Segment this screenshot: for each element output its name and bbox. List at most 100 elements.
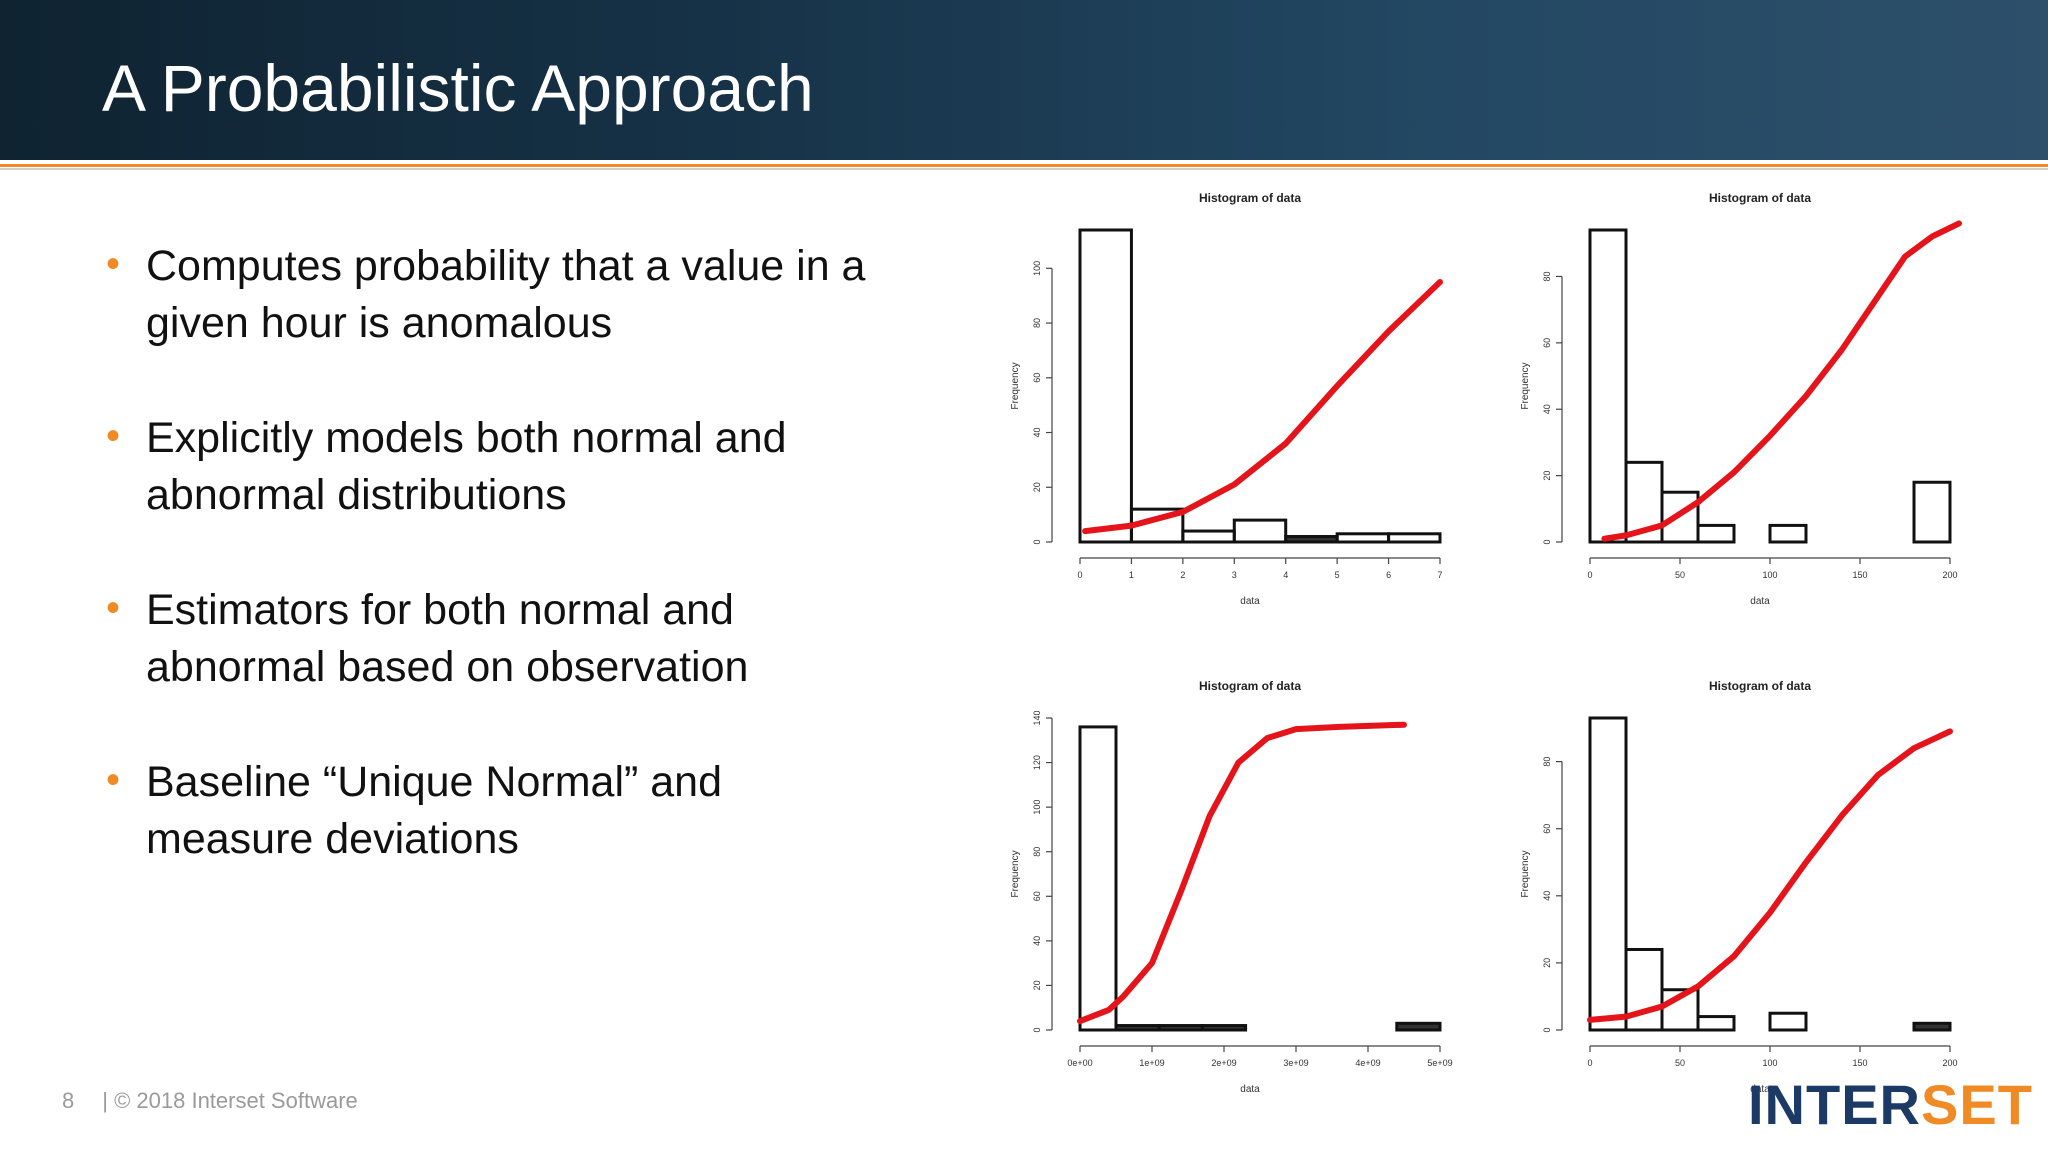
y-tick-label: 40 [1032,428,1042,438]
logo-part-2: SET [1921,1073,2033,1136]
histogram-bar [1660,490,1700,544]
density-curve [1082,279,1443,535]
chart-title: Histogram of data [1709,191,1811,205]
x-tick-label: 1e+09 [1139,1058,1164,1068]
histogram-bar [1284,535,1339,544]
y-tick-label: 140 [1032,710,1042,725]
x-tick-label: 0 [1587,570,1592,580]
y-tick-label: 20 [1032,980,1042,990]
bullet-line: Estimators for both normal and [146,586,734,634]
histogram-bar [1114,1024,1161,1032]
bullet-line: abnormal distributions [146,471,567,519]
y-tick-label: 0 [1542,1027,1552,1032]
histogram-bar [1387,532,1442,544]
x-tick-label: 4e+09 [1355,1058,1380,1068]
bullet-item: • Explicitly models both normal and abno… [104,410,964,524]
histogram-bar [1696,1015,1736,1032]
histogram-bar [1335,532,1391,544]
y-tick-label: 60 [1032,373,1042,383]
y-axis-label: Frequency [1010,362,1021,409]
histogram-bar [1078,725,1118,1032]
y-tick-label: 60 [1542,824,1552,834]
histogram-bar [1696,523,1736,544]
y-tick-label: 80 [1032,847,1042,857]
slide-title: A Probabilistic Approach [102,51,814,125]
density-curve [1601,220,1962,542]
histogram-bar [1912,480,1952,544]
x-tick-label: 200 [1942,1058,1957,1068]
y-tick-label: 40 [1032,936,1042,946]
bullet-item: • Baseline “Unique Normal” and measure d… [104,754,964,868]
x-tick-label: 5 [1335,570,1340,580]
bullet-dot-icon: • [106,242,121,286]
interset-logo: INTERSET [1748,1072,2033,1137]
histogram-bar [1660,988,1700,1032]
histogram-bar [1395,1021,1442,1032]
y-tick-label: 0 [1032,539,1042,544]
bullet-dot-icon: • [106,586,121,630]
bullet-line: Baseline “Unique Normal” and [146,758,723,806]
page-number: 8 [62,1088,75,1113]
histogram-bar [1200,1024,1248,1032]
bullet-line: given hour is anomalous [146,299,613,347]
histogram-chart-3: Histogram of data 0 20 40 60 80 100 120 140 0e+00… [1010,679,1453,1095]
histogram-bar [1232,518,1288,544]
y-axis-label: Frequency [1520,362,1531,409]
x-tick-label: 1 [1129,570,1134,580]
histogram-bar [1588,228,1628,544]
bullet-dot-icon: • [106,758,121,802]
footer: 8 | © 2018 Interset Software [62,1088,358,1114]
y-tick-label: 80 [1542,757,1552,767]
x-tick-label: 6 [1386,570,1391,580]
y-tick-label: 0 [1032,1027,1042,1032]
y-axis-label: Frequency [1520,850,1531,897]
histogram-bar [1768,1011,1808,1032]
logo-part-1: INTER [1748,1073,1921,1136]
y-tick-label: 40 [1542,891,1552,901]
y-tick-label: 100 [1032,261,1042,276]
histogram-bar [1588,716,1628,1032]
bullet-line: Explicitly models both normal and [146,414,787,462]
bullet-line: abnormal based on observation [146,643,749,691]
chart-title: Histogram of data [1199,679,1301,693]
x-tick-label: 2 [1180,570,1185,580]
x-tick-label: 50 [1675,570,1685,580]
histogram-chart-1: Histogram of data 0 20 40 60 80 100 0 1 2 3 4 5 6 7 dat… [1010,191,1443,607]
y-tick-label: 40 [1542,404,1552,414]
density-curve [1587,728,1953,1023]
y-tick-label: 80 [1542,271,1552,281]
gray-divider [0,168,2048,170]
bullet-item: • Estimators for both normal and abnorma… [104,582,964,696]
x-axis-label: data [1750,1084,1770,1095]
y-tick-label: 80 [1032,318,1042,328]
x-tick-label: 100 [1762,570,1777,580]
y-tick-label: 120 [1032,755,1042,770]
chart-title: Histogram of data [1709,679,1811,693]
y-axis-label: Frequency [1010,850,1021,897]
x-axis-label: data [1240,1084,1260,1095]
orange-divider [0,164,2048,167]
y-tick-label: 20 [1542,958,1552,968]
histogram-bar [1181,529,1236,544]
x-tick-label: 3e+09 [1283,1058,1308,1068]
x-tick-label: 4 [1283,570,1288,580]
histogram-bar [1912,1021,1952,1032]
histogram-bar [1768,523,1808,544]
y-tick-label: 0 [1542,539,1552,544]
histogram-bar [1078,228,1133,544]
x-tick-label: 200 [1942,570,1957,580]
x-tick-label: 2e+09 [1211,1058,1236,1068]
histogram-chart-4: Histogram of data 0 20 40 60 80 0 50 100 150 200 da… [1520,679,1958,1095]
x-tick-label: 50 [1675,1058,1685,1068]
bullet-item: • Computes probability that a value in a… [104,238,964,352]
bullet-dot-icon: • [106,414,121,458]
bullet-line: Computes probability that a value in a [146,242,866,290]
y-tick-label: 20 [1032,482,1042,492]
histogram-chart-2: Histogram of data 0 20 40 60 80 0 50 100 150 200 da… [1520,191,1962,607]
x-tick-label: 0e+00 [1067,1058,1092,1068]
y-tick-label: 20 [1542,471,1552,481]
x-tick-label: 5e+09 [1427,1058,1452,1068]
histogram-bar [1157,1024,1204,1032]
bullet-line: measure deviations [146,815,519,863]
x-tick-label: 150 [1852,1058,1867,1068]
